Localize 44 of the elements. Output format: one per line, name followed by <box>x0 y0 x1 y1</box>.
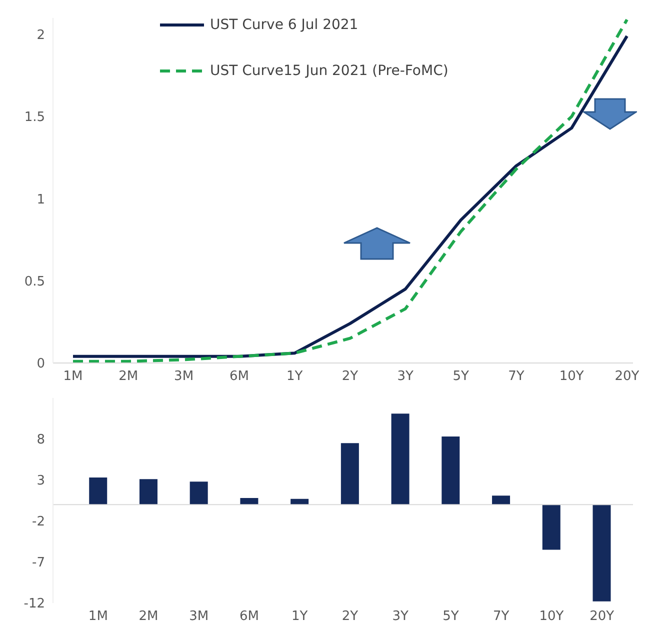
x-tick-label: 1Y <box>292 609 308 624</box>
x-tick-label: 7Y <box>492 609 510 624</box>
y-tick-label: 1.5 <box>24 110 45 126</box>
bar <box>492 496 510 505</box>
x-tick-label: 6M <box>229 369 249 384</box>
x-tick-label: 7Y <box>508 369 524 384</box>
x-tick-label: 2Y <box>342 609 358 624</box>
bar <box>391 414 410 505</box>
y-tick-label: -12 <box>24 596 45 612</box>
y-tick-label: 0 <box>36 356 45 372</box>
x-tick-label: 10Y <box>559 369 584 384</box>
bar <box>542 504 560 550</box>
x-tick-label: 3Y <box>392 609 409 624</box>
legend-label: UST Curve15 Jun 2021 (Pre-FoMC) <box>210 63 448 79</box>
x-tick-label: 5Y <box>452 369 469 384</box>
x-tick-label: 1M <box>88 609 108 624</box>
x-tick-label: 6M <box>240 609 260 624</box>
x-tick-label: 3M <box>189 609 209 624</box>
y-tick-label: -2 <box>32 514 45 530</box>
bar <box>190 482 208 505</box>
bar <box>139 479 158 505</box>
x-tick-label: 1Y <box>286 369 303 384</box>
x-tick-label: 2Y <box>342 369 358 384</box>
y-tick-label: 2 <box>36 28 45 44</box>
x-tick-label: 3M <box>174 369 194 384</box>
x-tick-label: 20Y <box>614 369 640 384</box>
bar <box>89 478 108 505</box>
bar <box>592 504 611 602</box>
bar <box>240 498 258 505</box>
x-tick-label: 10Y <box>539 609 564 624</box>
y-tick-label: 0.5 <box>24 274 45 290</box>
legend-label: UST Curve 6 Jul 2021 <box>210 17 358 33</box>
x-tick-label: 5Y <box>442 609 459 624</box>
bar <box>442 436 460 505</box>
y-tick-label: -7 <box>32 556 45 571</box>
x-tick-label: 1M <box>63 369 83 384</box>
x-tick-label: 20Y <box>590 609 614 624</box>
y-tick-label: 8 <box>36 432 45 448</box>
x-tick-label: 3Y <box>397 369 414 384</box>
x-tick-label: 2M <box>138 609 158 624</box>
y-tick-label: 1 <box>36 192 45 208</box>
bar <box>340 443 359 505</box>
x-tick-label: 2M <box>118 369 138 384</box>
y-tick-label: 3 <box>36 474 45 489</box>
